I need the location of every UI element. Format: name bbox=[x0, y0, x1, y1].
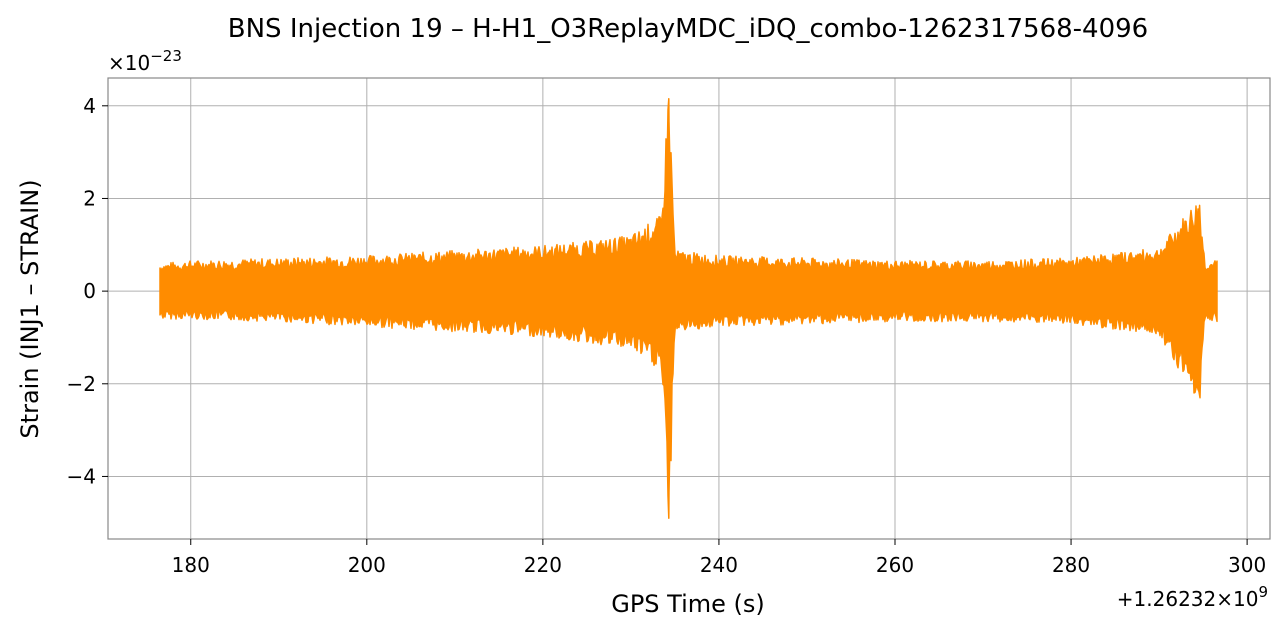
x-tick-label: 180 bbox=[172, 553, 210, 577]
y-tick-label: −4 bbox=[67, 464, 96, 488]
y-tick-label: −2 bbox=[67, 372, 96, 396]
y-scale-base: ×10 bbox=[108, 51, 150, 75]
plot-area-frame bbox=[107, 77, 1271, 540]
x-axis-ticks: 180 200 220 240 260 280 300 bbox=[172, 539, 1266, 577]
chart-title: BNS Injection 19 – H-H1_O3ReplayMDC_iDQ_… bbox=[228, 14, 1148, 44]
x-tick-label: 300 bbox=[1228, 553, 1266, 577]
x-offset-base: +1.26232×10 bbox=[1117, 587, 1259, 611]
svg-text:×10−23: ×10−23 bbox=[108, 47, 182, 75]
y-tick-label: 4 bbox=[83, 94, 96, 118]
svg-text:+1.26232×109: +1.26232×109 bbox=[1117, 583, 1268, 611]
x-axis-label: GPS Time (s) bbox=[611, 590, 765, 618]
strain-series-line bbox=[159, 98, 1218, 519]
y-tick-label: 0 bbox=[83, 279, 96, 303]
x-tick-label: 220 bbox=[524, 553, 562, 577]
x-offset-label: +1.26232×109 bbox=[1117, 583, 1268, 611]
y-tick-label: 2 bbox=[83, 186, 96, 210]
y-axis-label: Strain (INJ1 – STRAIN) bbox=[16, 179, 44, 438]
x-tick-label: 200 bbox=[348, 553, 386, 577]
y-axis-ticks: −4 −2 0 2 4 bbox=[67, 94, 108, 488]
x-tick-label: 240 bbox=[700, 553, 738, 577]
x-tick-label: 260 bbox=[876, 553, 914, 577]
y-scale-exponent: −23 bbox=[150, 47, 182, 65]
x-tick-label: 280 bbox=[1052, 553, 1090, 577]
y-scale-label: ×10−23 bbox=[108, 47, 182, 75]
x-offset-exponent: 9 bbox=[1258, 583, 1268, 601]
